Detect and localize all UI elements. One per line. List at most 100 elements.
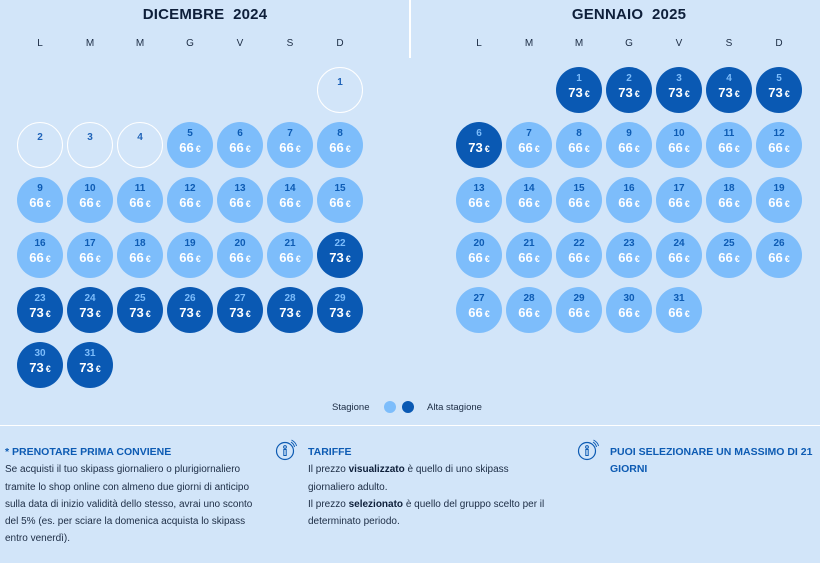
day-cell[interactable]: 11 66 €: [117, 177, 163, 223]
day-cell[interactable]: 15 66 €: [317, 177, 363, 223]
day-cell[interactable]: 8 66 €: [556, 122, 602, 168]
day-cell[interactable]: 30 66 €: [606, 287, 652, 333]
day-cell[interactable]: 1 73 €: [556, 67, 602, 113]
day-cell[interactable]: 14 66 €: [267, 177, 313, 223]
day-cell[interactable]: 29 73 €: [317, 287, 363, 333]
day-price: 66 €: [506, 140, 552, 157]
price-value: 66: [29, 250, 44, 265]
day-number: 4: [726, 73, 732, 84]
price-value: 66: [79, 250, 94, 265]
day-cell[interactable]: 31 73 €: [67, 342, 113, 388]
day-cell[interactable]: 6 66 €: [217, 122, 263, 168]
day-cell[interactable]: 9 66 €: [17, 177, 63, 223]
euro-symbol: €: [634, 199, 640, 209]
day-cell[interactable]: 21 66 €: [267, 232, 313, 278]
day-cell[interactable]: 18 66 €: [117, 232, 163, 278]
euro-symbol: €: [584, 144, 590, 154]
day-cell[interactable]: 26 66 €: [756, 232, 802, 278]
day-price: 66 €: [117, 195, 163, 212]
day-cell[interactable]: 21 66 €: [506, 232, 552, 278]
day-cell[interactable]: 8 66 €: [317, 122, 363, 168]
day-price: 73 €: [267, 305, 313, 322]
day-cell[interactable]: 17 66 €: [656, 177, 702, 223]
day-cell[interactable]: 25 66 €: [706, 232, 752, 278]
day-price: 66 €: [656, 305, 702, 322]
day-cell[interactable]: 12 66 €: [756, 122, 802, 168]
day-number: 23: [623, 238, 635, 249]
day-cell[interactable]: 24 73 €: [67, 287, 113, 333]
day-price: 66 €: [656, 195, 702, 212]
day-cell[interactable]: 22 73 €: [317, 232, 363, 278]
euro-symbol: €: [295, 144, 301, 154]
day-cell[interactable]: 22 66 €: [556, 232, 602, 278]
day-number: 17: [673, 183, 685, 194]
day-cell[interactable]: 16 66 €: [17, 232, 63, 278]
day-cell[interactable]: 26 73 €: [167, 287, 213, 333]
day-cell[interactable]: 14 66 €: [506, 177, 552, 223]
price-value: 66: [618, 195, 633, 210]
day-cell[interactable]: 12 66 €: [167, 177, 213, 223]
weekday-label: V: [236, 38, 244, 49]
day-cell[interactable]: 6 73 €: [456, 122, 502, 168]
month-divider: [409, 0, 411, 58]
day-price: 66 €: [556, 195, 602, 212]
day-number: 11: [134, 183, 146, 194]
day-cell[interactable]: 18 66 €: [706, 177, 752, 223]
day-cell[interactable]: 28 66 €: [506, 287, 552, 333]
day-price: 73 €: [117, 305, 163, 322]
day-cell[interactable]: 16 66 €: [606, 177, 652, 223]
day-cell[interactable]: 23 73 €: [17, 287, 63, 333]
euro-symbol: €: [145, 254, 151, 264]
price-value: 73: [668, 85, 683, 100]
price-value: 66: [518, 305, 533, 320]
day-cell[interactable]: 20 66 €: [217, 232, 263, 278]
day-cell[interactable]: 7 66 €: [506, 122, 552, 168]
price-value: 66: [768, 250, 783, 265]
day-cell[interactable]: 13 66 €: [456, 177, 502, 223]
day-cell[interactable]: 29 66 €: [556, 287, 602, 333]
day-cell: 2: [17, 122, 63, 168]
day-cell[interactable]: 10 66 €: [656, 122, 702, 168]
euro-symbol: €: [734, 144, 740, 154]
bold-text: visualizzato: [348, 464, 405, 476]
price-value: 66: [468, 195, 483, 210]
day-number: 28: [523, 293, 535, 304]
bold-text: selezionato: [348, 498, 404, 510]
euro-symbol: €: [345, 254, 351, 264]
day-cell[interactable]: 31 66 €: [656, 287, 702, 333]
day-cell[interactable]: 20 66 €: [456, 232, 502, 278]
day-number: 30: [623, 293, 635, 304]
day-cell[interactable]: 30 73 €: [17, 342, 63, 388]
day-cell[interactable]: 23 66 €: [606, 232, 652, 278]
day-cell[interactable]: 27 73 €: [217, 287, 263, 333]
day-cell[interactable]: 4 73 €: [706, 67, 752, 113]
euro-symbol: €: [145, 309, 151, 319]
day-cell[interactable]: 24 66 €: [656, 232, 702, 278]
day-number: 31: [84, 348, 96, 359]
day-cell[interactable]: 25 73 €: [117, 287, 163, 333]
day-price: 73 €: [656, 85, 702, 102]
day-cell[interactable]: 19 66 €: [756, 177, 802, 223]
day-cell[interactable]: 10 66 €: [67, 177, 113, 223]
day-cell[interactable]: 19 66 €: [167, 232, 213, 278]
day-cell[interactable]: 15 66 €: [556, 177, 602, 223]
day-cell[interactable]: 2 73 €: [606, 67, 652, 113]
day-cell[interactable]: 11 66 €: [706, 122, 752, 168]
price-value: 66: [518, 140, 533, 155]
day-cell[interactable]: 9 66 €: [606, 122, 652, 168]
day-cell[interactable]: 17 66 €: [67, 232, 113, 278]
day-price: 66 €: [706, 140, 752, 157]
price-value: 66: [29, 195, 44, 210]
day-cell[interactable]: 5 66 €: [167, 122, 213, 168]
day-cell[interactable]: 5 73 €: [756, 67, 802, 113]
euro-symbol: €: [534, 309, 540, 319]
day-cell[interactable]: 3 73 €: [656, 67, 702, 113]
info-tariffe-line1: Il prezzo visualizzato è quello di uno s…: [308, 461, 548, 496]
day-cell[interactable]: 13 66 €: [217, 177, 263, 223]
price-value: 66: [279, 250, 294, 265]
day-cell[interactable]: 27 66 €: [456, 287, 502, 333]
day-number: 18: [134, 238, 146, 249]
day-cell[interactable]: 28 73 €: [267, 287, 313, 333]
day-cell[interactable]: 7 66 €: [267, 122, 313, 168]
